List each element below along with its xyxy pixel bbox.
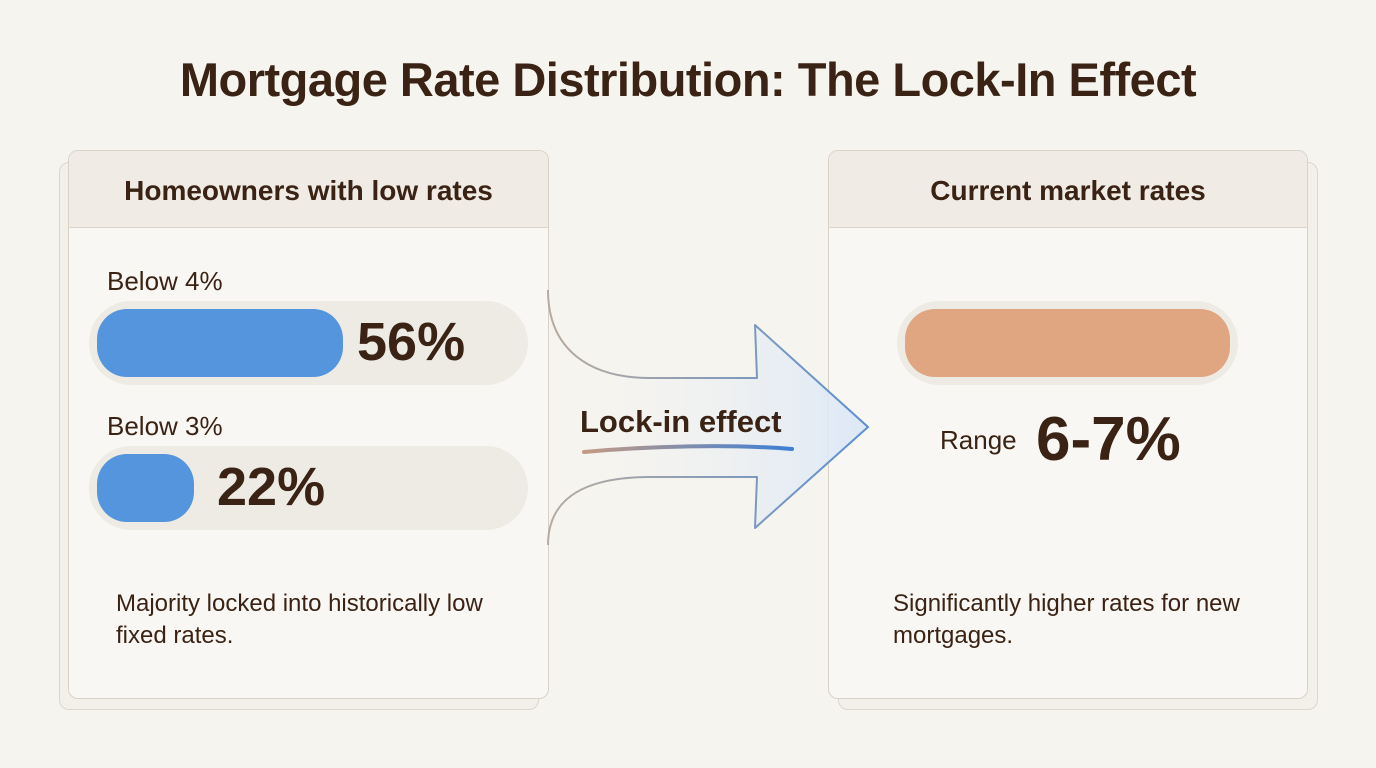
lock-in-underline bbox=[582, 444, 794, 454]
bar-fill-below-4 bbox=[97, 309, 343, 377]
bar-track-below-4: 56% bbox=[89, 301, 528, 385]
bar-label-below-3: Below 3% bbox=[107, 411, 223, 441]
arrow-body bbox=[547, 289, 869, 546]
right-card: Current market rates bbox=[828, 150, 1308, 699]
bar-track-below-3: 22% bbox=[89, 446, 528, 530]
right-card-note: Significantly higher rates for new mortg… bbox=[893, 590, 1240, 649]
range-label: Range bbox=[940, 425, 1017, 455]
left-card: Homeowners with low rates bbox=[68, 150, 549, 699]
bar-fill-below-3 bbox=[97, 454, 194, 522]
lock-in-label: Lock-in effect bbox=[580, 404, 782, 439]
right-card-heading: Current market rates bbox=[829, 151, 1307, 228]
market-bar-fill bbox=[905, 309, 1230, 377]
left-card-note: Majority locked into historically low fi… bbox=[116, 590, 483, 649]
left-card-heading: Homeowners with low rates bbox=[69, 151, 548, 228]
bar-value-below-4: 56% bbox=[357, 312, 466, 372]
bar-value-below-3: 22% bbox=[217, 457, 326, 517]
range-value: 6-7% bbox=[1036, 405, 1181, 474]
page-title: Mortgage Rate Distribution: The Lock-In … bbox=[179, 53, 1197, 106]
bar-label-below-4: Below 4% bbox=[107, 266, 223, 296]
market-bar-track bbox=[897, 301, 1238, 385]
